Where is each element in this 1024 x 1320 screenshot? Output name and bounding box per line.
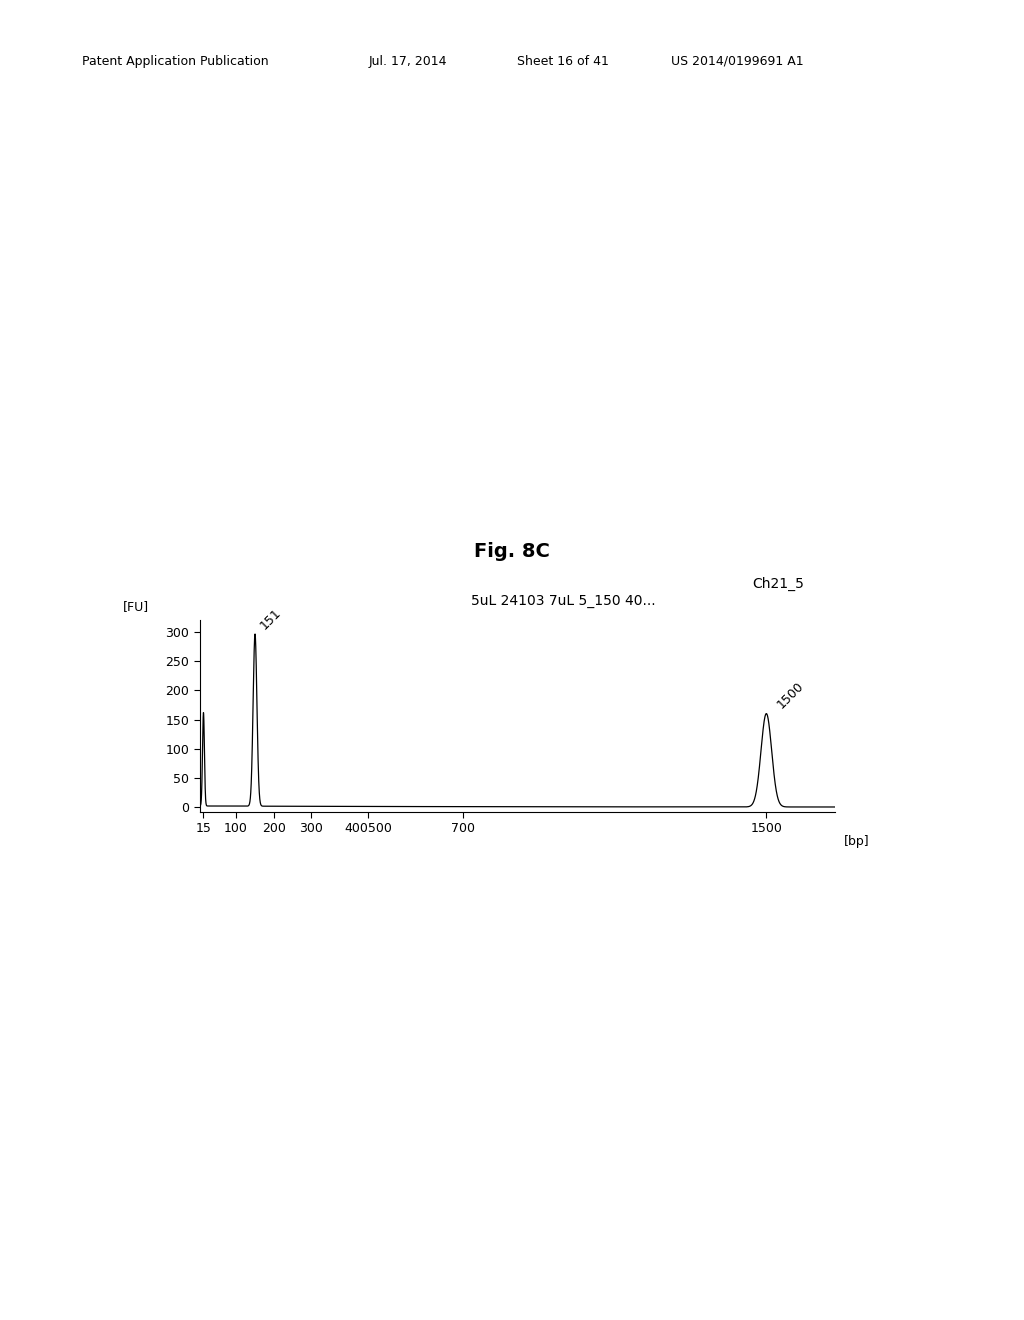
Text: Patent Application Publication: Patent Application Publication (82, 54, 268, 67)
Text: 5uL 24103 7uL 5_150 40...: 5uL 24103 7uL 5_150 40... (471, 594, 655, 607)
Text: Sheet 16 of 41: Sheet 16 of 41 (517, 54, 609, 67)
Y-axis label: [FU]: [FU] (123, 599, 150, 612)
Text: Fig. 8C: Fig. 8C (474, 543, 550, 561)
Text: 151: 151 (258, 606, 284, 632)
Text: US 2014/0199691 A1: US 2014/0199691 A1 (671, 54, 804, 67)
Text: Jul. 17, 2014: Jul. 17, 2014 (369, 54, 447, 67)
Text: [bp]: [bp] (844, 834, 869, 847)
Text: 1500: 1500 (774, 678, 806, 711)
Text: Ch21_5: Ch21_5 (753, 577, 805, 590)
